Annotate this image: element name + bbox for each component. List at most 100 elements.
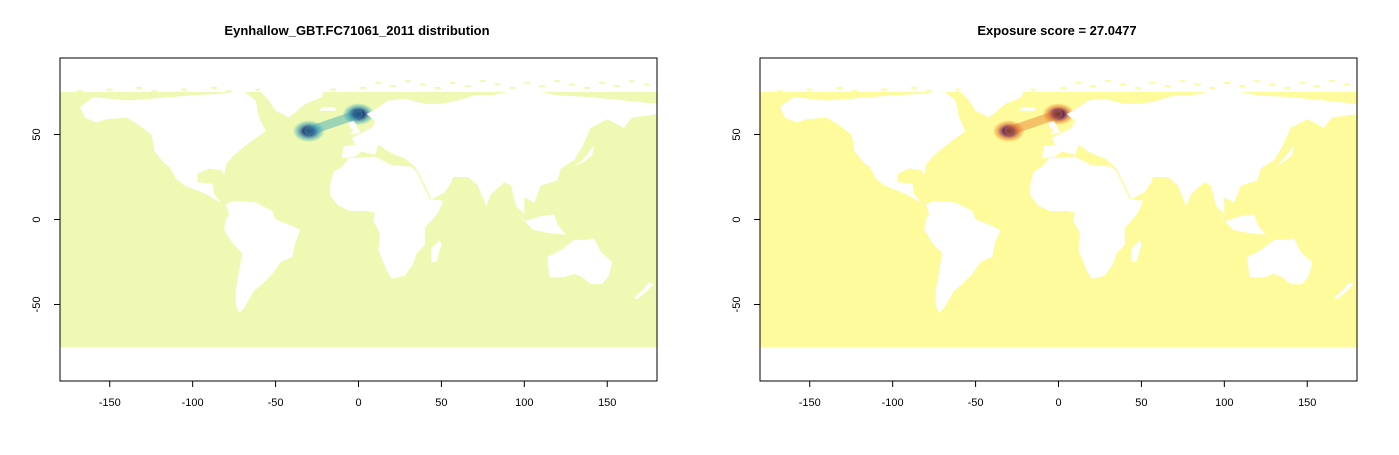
land-south-america xyxy=(924,200,1001,313)
land-north-america xyxy=(779,90,966,206)
land-uk xyxy=(348,120,361,135)
arctic-cell xyxy=(1239,85,1246,88)
arctic-cell xyxy=(836,86,843,89)
arctic-cell xyxy=(419,83,426,86)
distribution-panel: Eynhallow_GBT.FC71061_2011 distribution … xyxy=(31,23,658,409)
arctic-cell xyxy=(1254,80,1261,83)
arctic-cell xyxy=(390,85,397,88)
arctic-cell xyxy=(776,90,783,93)
land-madagascar xyxy=(1131,239,1142,262)
land-japan xyxy=(1274,144,1294,167)
density-hotspot xyxy=(1042,103,1075,126)
land-north-america xyxy=(79,90,266,206)
x-tick-label: -150 xyxy=(99,397,121,409)
arctic-cell xyxy=(1119,83,1126,86)
arctic-cell xyxy=(524,81,531,84)
y-tick-label: 0 xyxy=(31,216,43,222)
y-axis: 50 0 -50 xyxy=(31,128,61,313)
land-new-zealand xyxy=(1333,282,1354,300)
y-tick-label: -50 xyxy=(731,297,743,313)
land-south-america xyxy=(224,200,301,313)
land-australia xyxy=(1247,238,1313,285)
density-hotspot xyxy=(992,120,1025,143)
land-uk xyxy=(1048,120,1061,135)
density-hotspot xyxy=(342,103,375,126)
arctic-cell xyxy=(821,92,828,94)
arctic-cell xyxy=(851,90,858,93)
land-iceland xyxy=(1018,107,1036,111)
land-indonesia xyxy=(516,211,566,235)
arctic-cell xyxy=(404,80,411,83)
y-tick-label: 50 xyxy=(31,128,43,140)
arctic-cell xyxy=(1045,92,1052,94)
arctic-cell xyxy=(225,90,232,93)
x-tick-label: -50 xyxy=(968,397,984,409)
y-tick-label: -50 xyxy=(31,297,43,313)
panel-title-exposure: Exposure score = 27.0477 xyxy=(977,23,1136,38)
x-tick-label: -50 xyxy=(268,397,284,409)
exposure-panel: Exposure score = 27.0477 -150 -100 -50 0 50 1… xyxy=(731,23,1358,409)
arctic-cell xyxy=(806,88,813,91)
arctic-cell xyxy=(1090,85,1097,88)
arctic-cell xyxy=(1284,86,1291,89)
arctic-cell xyxy=(1075,81,1082,84)
x-tick-label: 100 xyxy=(1215,397,1233,409)
arctic-cell xyxy=(598,81,605,84)
x-tick-label: -100 xyxy=(182,397,204,409)
land-australia xyxy=(547,238,613,285)
arctic-cell xyxy=(1134,86,1141,89)
panel-title-distribution: Eynhallow_GBT.FC71061_2011 distribution xyxy=(224,23,489,38)
arctic-cell xyxy=(1179,80,1186,83)
arctic-cell xyxy=(434,86,441,89)
arctic-cell xyxy=(1224,81,1231,84)
arctic-cell xyxy=(554,80,561,83)
arctic-cell xyxy=(106,88,113,91)
land-iceland xyxy=(318,107,336,111)
arctic-cell xyxy=(1343,83,1350,86)
x-tick-label: -150 xyxy=(799,397,821,409)
arctic-cell xyxy=(1104,80,1111,83)
land-indonesia xyxy=(1216,211,1266,235)
arctic-cell xyxy=(375,81,382,84)
arctic-cell xyxy=(1269,83,1276,86)
arctic-cell xyxy=(584,86,591,89)
arctic-cell xyxy=(1328,80,1335,83)
x-tick-label: 100 xyxy=(515,397,533,409)
x-tick-label: 50 xyxy=(1135,397,1147,409)
arctic-cell xyxy=(449,81,456,84)
x-axis: -150 -100 -50 0 50 100 150 xyxy=(99,380,616,409)
arctic-cell xyxy=(166,93,173,96)
arctic-cell xyxy=(136,86,143,89)
arctic-cell xyxy=(91,93,98,96)
arctic-cell xyxy=(643,83,650,86)
density-hotspot xyxy=(292,120,325,143)
arctic-cell xyxy=(910,86,917,89)
y-axis: 50 0 -50 xyxy=(731,128,761,313)
arctic-cell xyxy=(791,93,798,96)
x-tick-label: 0 xyxy=(355,397,361,409)
arctic-cell xyxy=(613,85,620,88)
arctic-cell xyxy=(1030,88,1037,91)
land-eurasia xyxy=(341,88,657,215)
arctic-cell xyxy=(539,85,546,88)
land-africa xyxy=(330,156,444,279)
land-greenland xyxy=(259,78,326,118)
arctic-cell xyxy=(509,86,516,89)
land-madagascar xyxy=(431,239,442,262)
x-tick-label: 150 xyxy=(598,397,616,409)
density-streak xyxy=(1004,109,1063,136)
arctic-cell xyxy=(181,88,188,91)
y-tick-label: 0 xyxy=(731,216,743,222)
arctic-cell xyxy=(1060,86,1067,89)
arctic-cell xyxy=(1298,81,1305,84)
arctic-cell xyxy=(1164,85,1171,88)
arctic-cell xyxy=(121,92,128,94)
arctic-cell xyxy=(76,90,83,93)
arctic-cell xyxy=(925,90,932,93)
arctic-cell xyxy=(255,88,262,91)
arctic-cell xyxy=(895,92,902,94)
arctic-cell xyxy=(195,92,202,94)
exposure-map xyxy=(760,78,1357,347)
